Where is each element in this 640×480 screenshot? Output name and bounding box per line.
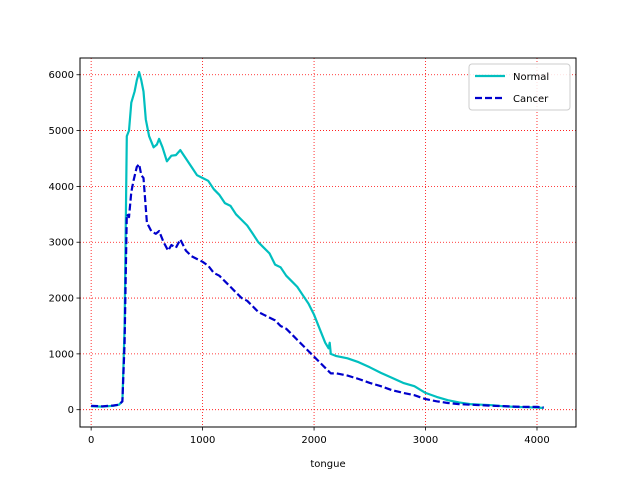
legend: Normal Cancer [468,63,571,111]
y-tick-label: 4000 [49,182,74,193]
x-axis-label: tongue [310,459,345,470]
y-tick-label: 2000 [49,294,74,305]
y-tick-label: 6000 [49,70,74,81]
x-tick-label: 3000 [413,435,438,446]
legend-label-cancer: Cancer [513,94,549,105]
x-tick-label: 1000 [190,435,215,446]
series-layer [91,70,544,410]
y-tick-label: 3000 [49,238,74,249]
y-tick-label: 5000 [49,126,74,137]
x-tick-label: 0 [88,435,94,446]
series-cancer-line [91,163,544,409]
x-tick-label: 4000 [524,435,549,446]
legend-label-normal: Normal [513,72,549,83]
series-normal-line [91,70,544,410]
ticks: 0 1000 2000 3000 4000 0 1000 2000 3000 4000 5000 60… [49,70,550,446]
y-tick-label: 1000 [49,349,74,360]
x-tick-label: 2000 [301,435,326,446]
y-tick-label: 0 [68,405,74,416]
